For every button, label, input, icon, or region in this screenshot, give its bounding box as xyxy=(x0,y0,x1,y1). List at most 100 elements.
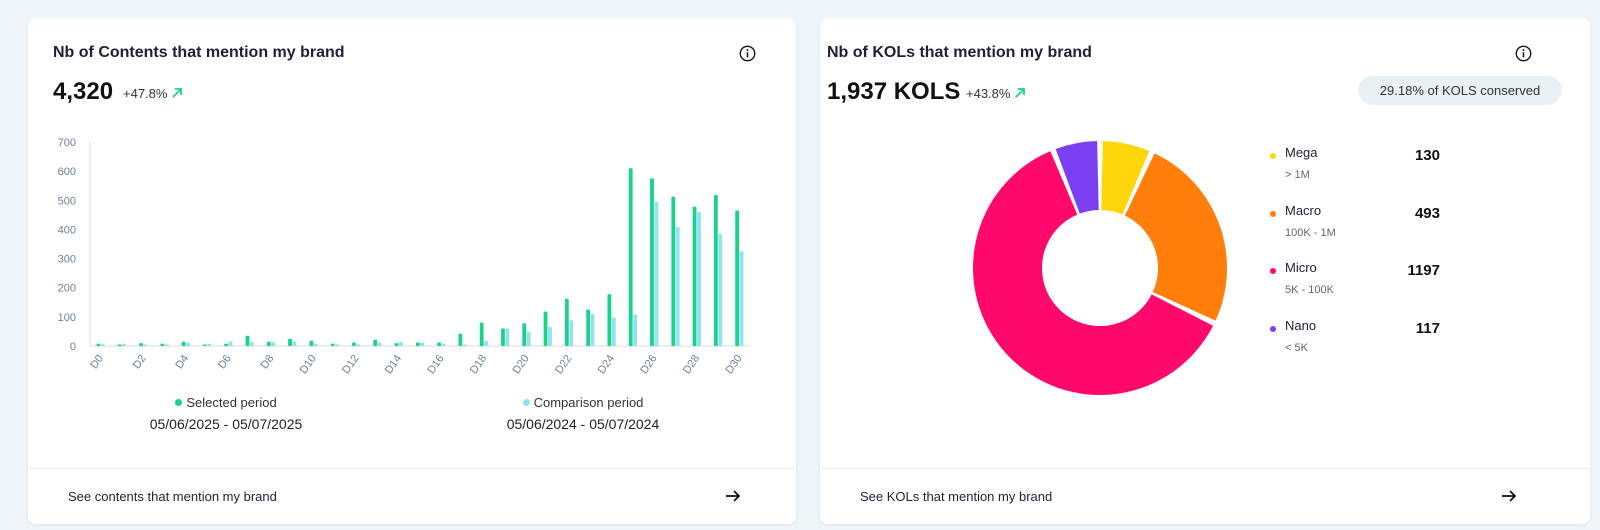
bar-selected[interactable] xyxy=(181,341,186,346)
trend-up-icon xyxy=(172,88,183,98)
bar-comparison[interactable] xyxy=(207,343,212,346)
bar-comparison[interactable] xyxy=(377,342,382,346)
bar-selected[interactable] xyxy=(139,343,143,346)
contents-footer[interactable]: See contents that mention my brand xyxy=(28,468,796,524)
info-icon[interactable] xyxy=(1515,45,1532,62)
kol-count-macro: 493 xyxy=(1414,205,1440,222)
bar-selected[interactable] xyxy=(437,342,441,346)
kol-range-macro: 100K - 1M xyxy=(1285,227,1336,239)
bar-comparison[interactable] xyxy=(186,342,190,346)
donut-slice-mega[interactable] xyxy=(1101,141,1150,215)
bar-selected[interactable] xyxy=(202,344,207,346)
contents-bar-chart: 0 100 200 300 400 500 600 700 D0 D2 D4 D6 D8 D10 D12 D1… xyxy=(58,137,750,376)
bar-selected[interactable] xyxy=(309,340,314,346)
kols-card: Nb of KOLs that mention my brand 1,937 K… xyxy=(820,18,1590,524)
bar-comparison[interactable] xyxy=(675,227,680,346)
bar-selected[interactable] xyxy=(564,298,569,346)
bar-selected[interactable] xyxy=(117,344,122,346)
bar-comparison[interactable] xyxy=(164,344,169,346)
bar-comparison[interactable] xyxy=(292,341,297,346)
kols-delta: +43.8% xyxy=(966,86,1026,101)
donut-slice-nano[interactable] xyxy=(1055,141,1099,214)
kol-name-mega: Mega xyxy=(1285,145,1318,160)
bar-comparison[interactable] xyxy=(654,201,659,346)
bar-comparison[interactable] xyxy=(420,342,425,346)
bar-comparison[interactable] xyxy=(249,341,254,346)
kols-footer[interactable]: See KOLs that mention my brand xyxy=(820,468,1590,524)
bar-comparison[interactable] xyxy=(505,328,510,346)
bar-selected[interactable] xyxy=(692,206,697,346)
donut-slice-micro[interactable] xyxy=(973,151,1214,395)
bar-selected[interactable] xyxy=(628,168,633,346)
arrow-right-icon[interactable] xyxy=(1500,487,1518,505)
bar-comparison[interactable] xyxy=(697,211,701,346)
x-tick-label: D16 xyxy=(425,353,446,376)
bar-comparison[interactable] xyxy=(100,344,105,346)
bar-comparison[interactable] xyxy=(484,340,488,346)
bar-selected[interactable] xyxy=(245,335,250,346)
y-tick-label: 500 xyxy=(58,195,76,207)
bar-selected[interactable] xyxy=(415,342,420,346)
bar-comparison[interactable] xyxy=(590,313,595,346)
bar-selected[interactable] xyxy=(543,311,548,346)
x-tick-label: D8 xyxy=(259,353,277,371)
y-tick-label: 400 xyxy=(58,224,76,236)
bar-selected[interactable] xyxy=(373,339,378,346)
y-tick-label: 100 xyxy=(58,312,76,324)
bar-selected[interactable] xyxy=(501,328,505,346)
bar-comparison[interactable] xyxy=(739,251,744,346)
bar-selected[interactable] xyxy=(671,196,676,346)
bar-selected[interactable] xyxy=(224,343,229,346)
bar-comparison[interactable] xyxy=(441,343,446,346)
bar-comparison[interactable] xyxy=(271,341,276,346)
bar-selected[interactable] xyxy=(330,343,335,346)
info-icon[interactable] xyxy=(739,45,756,62)
bar-selected[interactable] xyxy=(352,342,356,346)
legend-comparison-label: Comparison period xyxy=(533,395,644,410)
bar-selected[interactable] xyxy=(735,210,740,346)
bar-comparison[interactable] xyxy=(718,233,723,346)
bar-selected[interactable] xyxy=(607,294,612,346)
bar-comparison[interactable] xyxy=(335,344,339,346)
y-tick-label: 600 xyxy=(58,166,76,178)
bar-comparison[interactable] xyxy=(569,320,574,346)
bar-selected[interactable] xyxy=(522,323,527,346)
see-kols-link[interactable]: See KOLs that mention my brand xyxy=(860,489,1053,504)
bar-comparison[interactable] xyxy=(526,332,531,346)
bar-comparison[interactable] xyxy=(313,343,318,346)
bar-comparison[interactable] xyxy=(611,317,616,346)
bar-selected[interactable] xyxy=(160,343,165,346)
arrow-right-icon[interactable] xyxy=(724,487,742,505)
bar-selected[interactable] xyxy=(458,333,463,346)
bar-selected[interactable] xyxy=(96,343,101,346)
kols-conserved-badge: 29.18% of KOLS conserved xyxy=(1358,76,1562,105)
contents-total: 4,320 xyxy=(53,78,114,105)
kol-name-nano: Nano xyxy=(1285,318,1317,333)
bar-comparison[interactable] xyxy=(228,341,233,346)
x-tick-label: D10 xyxy=(298,353,319,376)
bar-selected[interactable] xyxy=(288,338,292,346)
kol-dot-mega xyxy=(1270,153,1276,159)
bar-selected[interactable] xyxy=(586,309,591,346)
legend-selected-range: 05/06/2025 - 05/07/2025 xyxy=(149,416,303,432)
kol-name-micro: Micro xyxy=(1285,260,1317,275)
donut-slice-macro[interactable] xyxy=(1124,153,1227,321)
bar-comparison[interactable] xyxy=(462,344,467,346)
bar-comparison[interactable] xyxy=(122,343,127,346)
bar-selected[interactable] xyxy=(266,341,271,346)
bar-comparison[interactable] xyxy=(143,344,148,346)
kols-card-title: Nb of KOLs that mention my brand xyxy=(827,44,1092,61)
see-contents-link[interactable]: See contents that mention my brand xyxy=(68,489,277,504)
kols-total: 1,937 KOLS xyxy=(827,78,961,105)
bar-comparison[interactable] xyxy=(356,344,361,346)
bar-comparison[interactable] xyxy=(633,314,638,346)
bar-selected[interactable] xyxy=(713,195,718,346)
bar-selected[interactable] xyxy=(479,322,484,346)
kols-delta-value: +43.8% xyxy=(966,86,1011,101)
kol-count-micro: 1197 xyxy=(1407,262,1440,279)
contents-delta: +47.8% xyxy=(123,86,183,101)
bar-comparison[interactable] xyxy=(548,327,552,346)
bar-selected[interactable] xyxy=(394,343,399,346)
bar-comparison[interactable] xyxy=(399,341,403,346)
bar-selected[interactable] xyxy=(650,178,654,346)
